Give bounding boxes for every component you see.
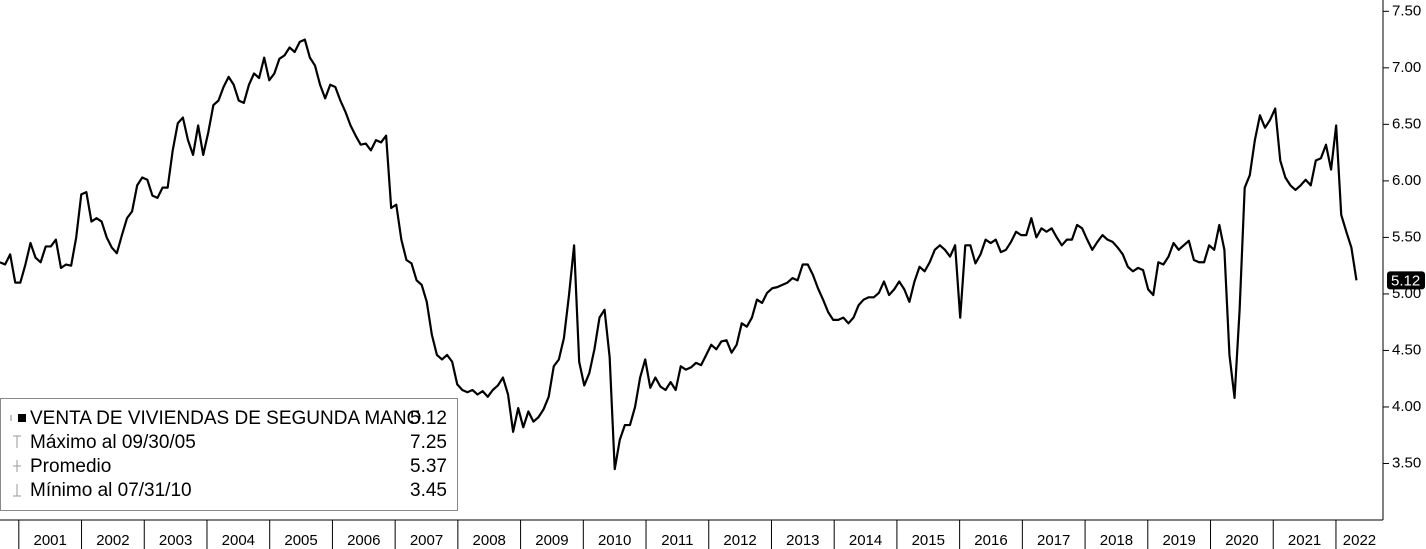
legend-box (0, 398, 458, 511)
y-tick-label: 6.50 (1392, 115, 1421, 132)
x-tick-label: 2007 (410, 532, 443, 549)
legend-label: Promedio (30, 456, 111, 477)
x-tick-label: 2006 (347, 532, 380, 549)
x-tick-label: 2012 (723, 532, 756, 549)
x-tick-label: 2005 (284, 532, 317, 549)
x-tick-label: 2018 (1100, 532, 1133, 549)
x-tick-label: 2001 (33, 532, 66, 549)
y-tick-label: 5.50 (1392, 228, 1421, 245)
legend-value: 3.45 (410, 480, 447, 501)
x-tick-label: 2013 (786, 532, 819, 549)
legend-swatch (18, 414, 26, 422)
y-tick-label: 7.00 (1392, 59, 1421, 76)
y-tick-label: 7.50 (1392, 2, 1421, 19)
x-tick-label: 2011 (661, 532, 693, 549)
y-tick-label: 4.00 (1392, 398, 1421, 415)
y-tick-label: 3.50 (1392, 454, 1421, 471)
x-tick-label: 2009 (535, 532, 568, 549)
x-tick-label: 2008 (473, 532, 506, 549)
legend-value: 7.25 (410, 432, 447, 453)
x-tick-label: 2021 (1288, 532, 1321, 549)
legend-label: Máximo al 09/30/05 (30, 432, 196, 453)
x-tick-label: 2022 (1343, 532, 1376, 549)
x-tick-label: 2004 (222, 532, 255, 549)
legend-label: VENTA DE VIVIENDAS DE SEGUNDA MANO (30, 408, 421, 429)
x-tick-label: 2019 (1162, 532, 1195, 549)
x-tick-label: 2014 (849, 532, 882, 549)
series-line (0, 38, 1358, 471)
x-tick-label: 2002 (96, 532, 129, 549)
legend-value: 5.37 (410, 456, 447, 477)
last-value-tag (1387, 271, 1425, 290)
x-tick-label: 2010 (598, 532, 631, 549)
y-tick-label: 6.00 (1392, 172, 1421, 189)
legend-value: 5.12 (410, 408, 447, 429)
y-tick-label: 4.50 (1392, 341, 1421, 358)
last-value-label: 5.12 (1391, 272, 1420, 289)
x-tick-label: 2016 (974, 532, 1007, 549)
x-tick-label: 2015 (912, 532, 945, 549)
x-tick-label: 2003 (159, 532, 192, 549)
x-tick-label: 2017 (1037, 532, 1070, 549)
legend-label: Mínimo al 07/31/10 (30, 480, 192, 501)
x-tick-label: 2020 (1225, 532, 1258, 549)
